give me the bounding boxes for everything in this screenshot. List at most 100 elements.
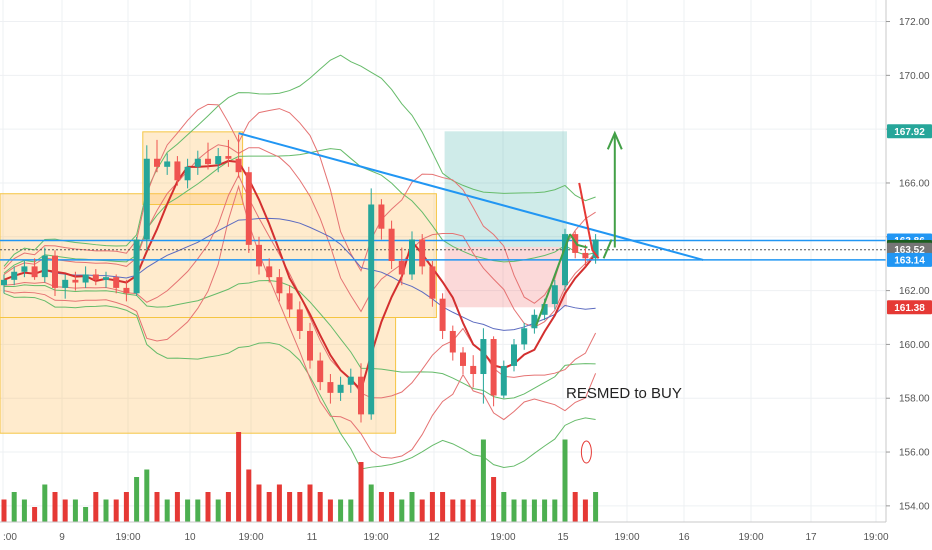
volume-bar bbox=[123, 492, 129, 522]
green-path bbox=[535, 233, 571, 326]
time-tick-label: 11 bbox=[307, 532, 318, 543]
volume-bar bbox=[409, 492, 415, 522]
candle-body bbox=[439, 298, 446, 331]
candle-body bbox=[511, 344, 517, 366]
green-path-2 bbox=[569, 233, 588, 249]
volume-bar bbox=[470, 499, 476, 522]
stop-zone bbox=[444, 247, 567, 308]
candle bbox=[266, 258, 273, 283]
price-tag-bg bbox=[887, 124, 932, 139]
candle bbox=[307, 322, 313, 369]
time-tick-label: 19:00 bbox=[863, 532, 888, 543]
price-tag: 167.92 bbox=[887, 124, 932, 139]
volume-bar bbox=[389, 492, 395, 522]
candle-body bbox=[52, 255, 58, 288]
candle-body bbox=[256, 244, 262, 267]
candle bbox=[419, 234, 426, 275]
volume-bar bbox=[21, 499, 27, 522]
candle bbox=[52, 250, 58, 296]
middle-band bbox=[3, 217, 596, 331]
horizontal-lines[interactable] bbox=[0, 239, 886, 261]
candle-body bbox=[531, 314, 538, 329]
candle-body bbox=[470, 365, 477, 375]
time-axis[interactable]: :00 9 19:00 10 19:00 11 19:00 12 19:00 15 19:00 16 1… bbox=[0, 521, 932, 550]
candle-body bbox=[490, 339, 497, 396]
price-tag-label: 163.52 bbox=[894, 245, 925, 256]
volume-bar bbox=[297, 492, 303, 522]
volume-bar bbox=[195, 499, 201, 522]
time-tick-label: 10 bbox=[184, 532, 196, 543]
candle-body bbox=[113, 277, 120, 288]
volume-highlight-circle bbox=[580, 440, 592, 464]
candle-body bbox=[62, 279, 69, 288]
annotation-text: RESMED to BUY bbox=[566, 385, 682, 402]
volume-bar bbox=[236, 432, 242, 522]
candle-body bbox=[215, 156, 222, 165]
volume-bar bbox=[72, 499, 78, 522]
candle bbox=[276, 269, 283, 302]
volume-bar bbox=[501, 492, 507, 522]
price-tick-label: 154.00 bbox=[899, 501, 930, 512]
volume-bar bbox=[460, 499, 466, 522]
drawings[interactable] bbox=[238, 130, 704, 464]
volume-bar bbox=[531, 499, 537, 522]
candle-body bbox=[123, 287, 130, 294]
candle bbox=[194, 150, 201, 175]
price-axis[interactable]: 172.00170.00168.00166.00164.00162.00160.… bbox=[885, 0, 932, 550]
candle-body bbox=[347, 376, 354, 385]
candle bbox=[72, 271, 79, 291]
candle bbox=[92, 269, 99, 286]
candle-body bbox=[225, 156, 232, 159]
volume-bar bbox=[542, 499, 548, 522]
candle bbox=[317, 352, 324, 391]
volume-bar bbox=[103, 499, 109, 522]
volume-bar bbox=[582, 499, 588, 522]
candle-body bbox=[337, 384, 344, 393]
candle bbox=[154, 139, 160, 173]
candle bbox=[123, 279, 130, 302]
candle-body bbox=[11, 271, 18, 280]
candle-body bbox=[327, 382, 334, 393]
candle bbox=[368, 188, 375, 420]
volume-bar bbox=[32, 507, 38, 522]
volume-bar bbox=[511, 499, 517, 522]
candle-body bbox=[592, 239, 599, 259]
candle-body bbox=[174, 161, 181, 181]
candle bbox=[592, 234, 599, 264]
candle bbox=[113, 274, 120, 294]
candle bbox=[531, 309, 538, 334]
candle bbox=[11, 266, 18, 286]
candle-body bbox=[500, 365, 507, 396]
long-position-tool[interactable] bbox=[444, 131, 567, 308]
volume-bar bbox=[113, 499, 119, 522]
candle bbox=[409, 231, 415, 280]
time-tick-label: 12 bbox=[428, 532, 440, 543]
volume-bar bbox=[593, 492, 599, 522]
candle bbox=[378, 199, 385, 240]
inner-band-green-lower bbox=[4, 280, 596, 400]
volume-bar bbox=[154, 492, 160, 522]
candle-body bbox=[378, 204, 385, 229]
candle bbox=[184, 158, 191, 189]
candle-body bbox=[398, 261, 405, 275]
candle bbox=[551, 279, 558, 310]
candle bbox=[490, 336, 497, 407]
candle bbox=[347, 368, 354, 393]
candle bbox=[460, 347, 466, 375]
candle bbox=[62, 274, 69, 299]
volume-bar bbox=[562, 439, 568, 522]
candle bbox=[225, 139, 232, 167]
price-tick-label: 160.00 bbox=[899, 340, 930, 351]
candle bbox=[245, 166, 252, 253]
inner-band-red-upper bbox=[3, 144, 596, 328]
candle bbox=[235, 134, 242, 178]
candle bbox=[31, 258, 38, 280]
candle-body bbox=[388, 228, 395, 261]
price-tag-label: 161.38 bbox=[894, 303, 925, 314]
candle-body bbox=[460, 352, 466, 366]
trendline bbox=[238, 132, 704, 261]
volume-bar bbox=[348, 499, 354, 522]
candle bbox=[1, 274, 7, 294]
